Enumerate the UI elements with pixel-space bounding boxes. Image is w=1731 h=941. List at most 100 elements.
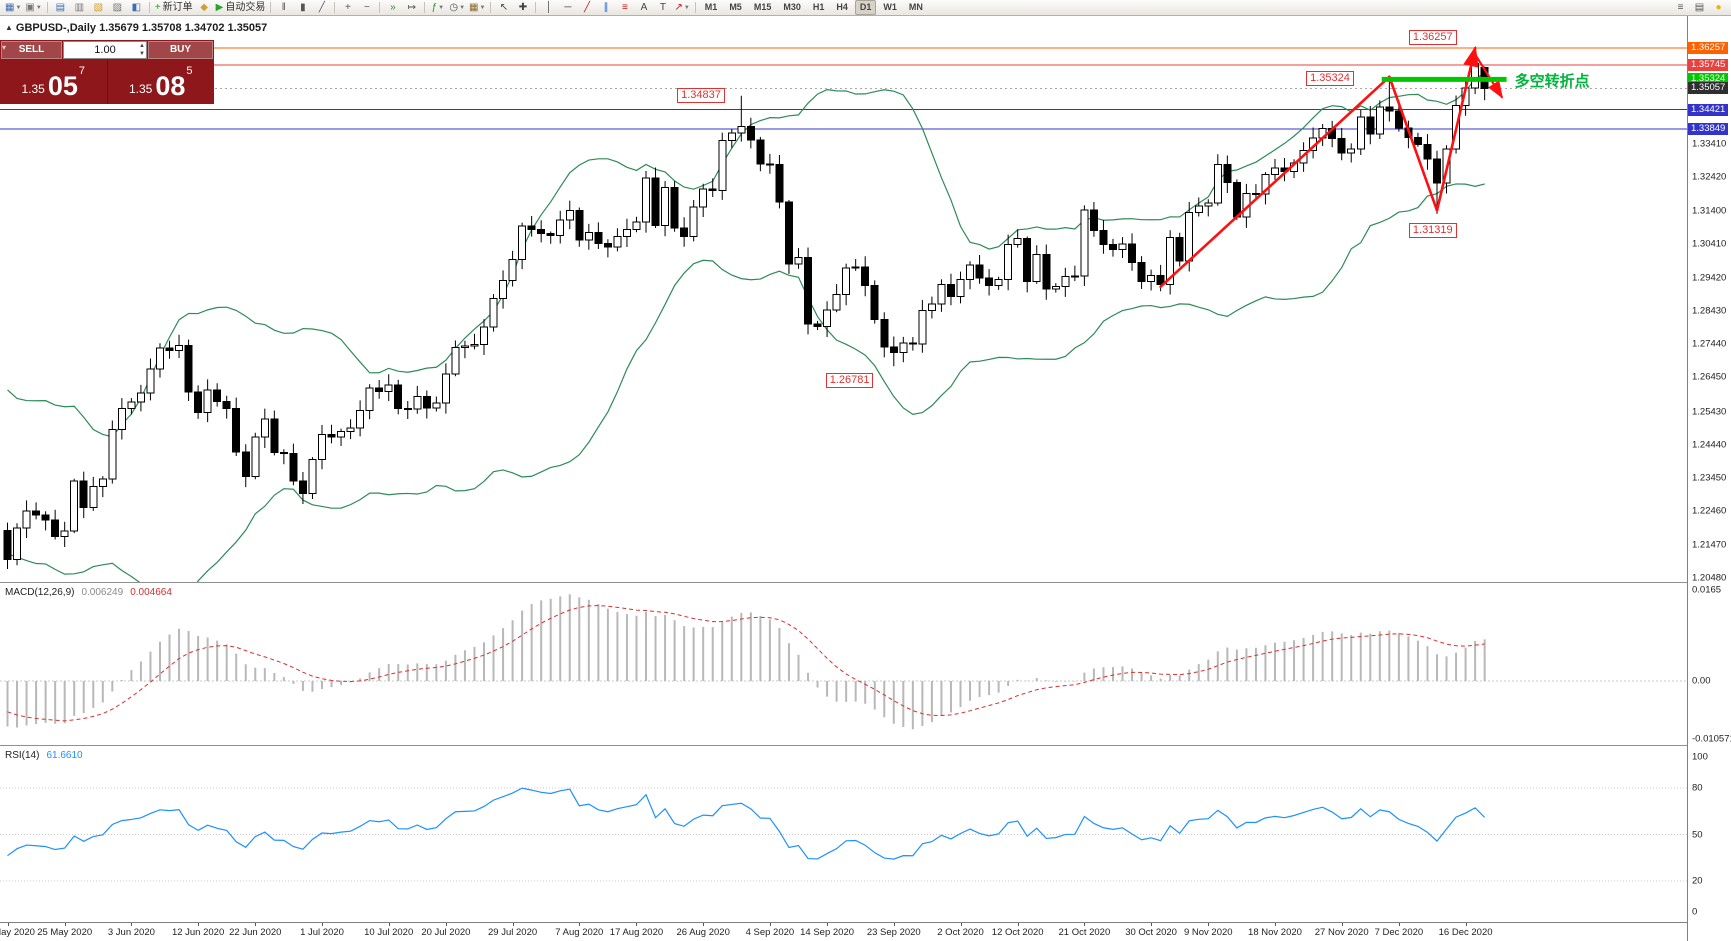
timeframe-mn-button[interactable]: MN [908, 2, 923, 12]
toolbar-separator [270, 2, 272, 13]
timeframe-h4-button[interactable]: H4 [836, 2, 848, 12]
new-chart-icon[interactable]: ▦ ▼ [5, 1, 22, 13]
strategy-tester-icon[interactable]: ◧ [131, 1, 142, 13]
lot-increase-icon[interactable]: ▲ [139, 43, 145, 49]
timeframe-h1-button[interactable]: H1 [812, 2, 825, 12]
chart-ohlc-values: 1.35679 1.35708 1.34702 1.35057 [99, 22, 268, 34]
timeframe-w1-button[interactable]: W1 [883, 2, 897, 12]
price-annotation[interactable]: 1.36257 [1408, 30, 1457, 45]
price-tick-label: 1.28430 [1692, 305, 1727, 317]
timeframe-d1-button[interactable]: D1 [854, 0, 877, 15]
date-label: 12 Oct 2020 [991, 927, 1044, 938]
templates-icon[interactable]: ▦ ▼ [469, 1, 486, 13]
date-label: 27 Nov 2020 [1314, 927, 1369, 938]
navigator-icon[interactable]: ▧ [93, 1, 104, 13]
timeframe-m5-button[interactable]: M5 [729, 2, 742, 12]
panel-separator[interactable] [0, 582, 1687, 583]
macd-indicator-canvas[interactable] [0, 583, 1687, 745]
date-label: 7 Aug 2020 [555, 927, 604, 938]
price-tick-label: 1.33410 [1692, 138, 1727, 150]
date-label: 16 Dec 2020 [1438, 927, 1493, 938]
rsi-value: 61.6610 [46, 750, 83, 761]
price-tick-label: 1.24440 [1692, 439, 1727, 451]
lot-size-input[interactable]: 1.00 ▲ ▼ [63, 41, 147, 59]
macd-label: MACD(12,26,9) 0.006249 0.004664 [5, 587, 172, 598]
date-tick [1341, 923, 1343, 926]
line-chart-icon[interactable]: ╱ [318, 1, 325, 13]
date-label: 22 Jun 2020 [229, 927, 282, 938]
text-tool-icon[interactable]: T [659, 1, 666, 13]
arrows-icon[interactable]: ↗ ▼ [674, 1, 690, 13]
price-level-chip: 1.35057 [1688, 82, 1729, 95]
periods-icon[interactable]: ◷ ▼ [449, 1, 466, 13]
macd-main-value: 0.006249 [81, 587, 124, 598]
price-annotation[interactable]: 1.31319 [1408, 222, 1457, 238]
indicators-icon[interactable]: ƒ ▼ [431, 1, 445, 13]
price-axis[interactable]: 1.33410 1.32420 1.31400 1.30410 1.29420 1.284… [1687, 16, 1731, 941]
date-tick [1151, 923, 1153, 926]
price-tick-label: 1.22460 [1692, 505, 1727, 517]
zoom-out-icon[interactable]: − [363, 1, 370, 13]
price-annotation[interactable]: 1.35324 [1306, 71, 1354, 87]
bar-chart-icon[interactable]: ‖ [281, 1, 286, 13]
turn-point-label[interactable]: 多空转折点 [1514, 73, 1590, 91]
timeframe-m30-button[interactable]: M30 [783, 2, 801, 12]
price-tick-label: 1.26450 [1692, 371, 1727, 383]
rsi-indicator-canvas[interactable] [0, 746, 1687, 921]
vertical-line-icon[interactable]: │ [545, 1, 553, 13]
rsi-name: RSI(14) [5, 750, 40, 761]
chart-shift-icon[interactable]: ↦ [407, 1, 417, 13]
date-label: 9 Nov 2020 [1183, 927, 1233, 938]
panel-collapse-icon[interactable]: ▾ [2, 43, 7, 52]
timeframe-m1-button[interactable]: M1 [704, 2, 718, 12]
fibonacci-icon[interactable]: ≡ [622, 1, 628, 13]
auto-scroll-icon[interactable]: » [390, 1, 396, 13]
buy-price-big: 08 [155, 71, 186, 101]
chart-ohlc-info: ▲ GBPUSD-,Daily 1.35679 1.35708 1.34702 1… [5, 22, 267, 34]
docking-icon[interactable]: ▤ [1694, 1, 1705, 13]
equidistant-channel-icon[interactable]: ∥ [603, 1, 609, 13]
date-tick [64, 923, 66, 926]
metaeditor-icon[interactable]: ◆ [200, 1, 208, 13]
date-tick [445, 923, 447, 926]
new-order-button[interactable]: + 新订单 [154, 1, 193, 13]
sell-button[interactable]: SELL [1, 41, 62, 59]
sell-price-big: 05 [47, 71, 78, 101]
date-label: 25 May 2020 [37, 927, 93, 938]
cursor-icon[interactable]: ↖ [499, 1, 509, 13]
lot-decrease-icon[interactable]: ▼ [139, 51, 145, 57]
buy-button[interactable]: BUY [148, 41, 213, 59]
date-label: 3 Jun 2020 [107, 927, 155, 938]
horizontal-line-icon[interactable]: ─ [564, 1, 572, 13]
candlestick-chart-icon[interactable]: ▮ [300, 1, 306, 13]
date-label: 15 May 2020 [0, 927, 35, 938]
autotrading-button[interactable]: ▶ 自动交易 [215, 1, 266, 13]
chart-list-icon[interactable]: ≡ [1677, 1, 1684, 13]
trendline-icon[interactable]: ╱ [583, 1, 590, 13]
panel-separator[interactable] [0, 745, 1687, 746]
terminal-icon[interactable]: ▨ [112, 1, 123, 13]
date-tick [512, 923, 514, 926]
macd-name: MACD(12,26,9) [5, 587, 75, 598]
buy-price-sup: 5 [186, 65, 193, 77]
price-annotation[interactable]: 1.26781 [825, 373, 874, 389]
price-annotation[interactable]: 1.34837 [677, 87, 725, 103]
market-watch-icon[interactable]: ▤ [55, 1, 66, 13]
date-tick [1084, 923, 1086, 926]
text-label-icon[interactable]: A [640, 1, 648, 13]
price-level-chip: 1.34421 [1688, 103, 1729, 116]
community-icon[interactable]: ● [1715, 1, 1722, 13]
zoom-in-icon[interactable]: + [344, 1, 351, 13]
buy-price[interactable]: 1.35 08 5 [108, 60, 215, 104]
timeframe-m15-button[interactable]: M15 [753, 2, 772, 12]
macd-scale-label: 0.0165 [1692, 584, 1722, 596]
date-tick [960, 923, 962, 926]
symbol-marker-icon: ▲ [5, 23, 13, 32]
profiles-icon[interactable]: ▣ ▼ [25, 1, 42, 13]
crosshair-icon[interactable]: ✚ [518, 1, 528, 13]
sell-price[interactable]: 1.35 05 7 [0, 60, 107, 104]
candlestick-chart-canvas[interactable] [0, 16, 1687, 582]
date-tick [255, 923, 257, 926]
data-window-icon[interactable]: ▥ [74, 1, 85, 13]
